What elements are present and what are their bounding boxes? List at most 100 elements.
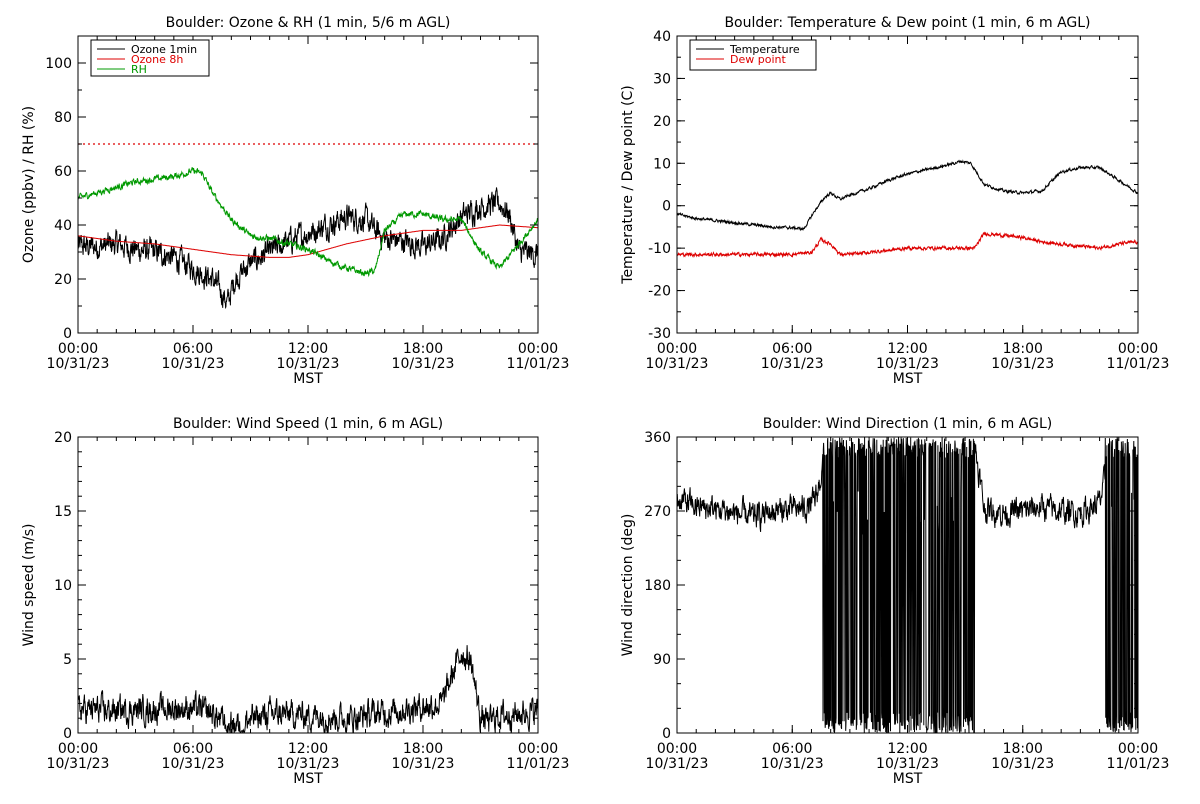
y-tick-label: 0 [63, 326, 72, 342]
y-axis-label: Temperature / Dew point (C) [620, 85, 636, 284]
x-tick-time-label: 18:00 [1003, 341, 1043, 357]
x-tick-date-label: 10/31/23 [277, 756, 340, 772]
y-tick-label: 40 [54, 218, 72, 234]
x-tick-date-label: 11/01/23 [507, 356, 570, 372]
y-tick-label: -30 [648, 326, 671, 342]
chart-title: Boulder: Wind Direction (1 min, 6 m AGL) [763, 416, 1052, 432]
legend-label: Ozone 1min [131, 43, 197, 56]
x-tick-date-label: 10/31/23 [991, 756, 1054, 772]
y-tick-label: 20 [54, 272, 72, 288]
y-tick-label: 80 [54, 110, 72, 126]
x-tick-date-label: 10/31/23 [47, 756, 110, 772]
plot-frame [77, 436, 539, 734]
x-axis-label: MST [293, 371, 323, 387]
chart-title: Boulder: Ozone & RH (1 min, 5/6 m AGL) [166, 15, 451, 31]
plot-area [78, 645, 538, 733]
x-tick-date-label: 10/31/23 [991, 356, 1054, 372]
x-axis-label: MST [293, 771, 323, 787]
series-line [78, 187, 538, 310]
y-tick-label: 30 [653, 71, 671, 87]
y-tick-label: 10 [54, 578, 72, 594]
y-tick-label: 0 [662, 726, 671, 742]
x-tick-time-label: 00:00 [1118, 741, 1158, 757]
plot-frame [77, 35, 539, 334]
y-tick-label: 15 [54, 504, 72, 520]
y-tick-label: 90 [653, 652, 671, 668]
series-line [677, 159, 1138, 232]
chart-panel: Boulder: Wind Direction (1 min, 6 m AGL)… [620, 416, 1169, 787]
x-tick-time-label: 00:00 [518, 741, 558, 757]
x-tick-date-label: 11/01/23 [507, 756, 570, 772]
chart-panel: Boulder: Ozone & RH (1 min, 5/6 m AGL) 0 2… [21, 15, 569, 387]
y-tick-label: 20 [653, 114, 671, 130]
y-axis-label: Wind direction (deg) [620, 514, 636, 657]
x-axis-label: MST [893, 771, 923, 787]
chart-title: Boulder: Temperature & Dew point (1 min,… [724, 15, 1090, 31]
series-line [677, 437, 1138, 733]
x-axis-label: MST [893, 371, 923, 387]
x-tick-time-label: 06:00 [173, 741, 213, 757]
y-tick-label: 100 [45, 56, 72, 72]
x-tick-time-label: 00:00 [518, 341, 558, 357]
plot-area [677, 437, 1138, 733]
x-tick-date-label: 10/31/23 [277, 356, 340, 372]
x-tick-time-label: 00:00 [1118, 341, 1158, 357]
x-tick-date-label: 10/31/23 [876, 356, 939, 372]
x-tick-time-label: 06:00 [772, 341, 812, 357]
x-tick-date-label: 10/31/23 [876, 756, 939, 772]
plot-area [78, 143, 538, 310]
y-tick-label: -10 [648, 241, 671, 257]
x-tick-time-label: 00:00 [58, 341, 98, 357]
x-tick-date-label: 11/01/23 [1107, 356, 1170, 372]
x-tick-date-label: 10/31/23 [761, 756, 824, 772]
legend-label: RH [131, 63, 147, 76]
x-tick-time-label: 00:00 [58, 741, 98, 757]
series-line [78, 167, 538, 278]
y-tick-label: 20 [54, 430, 72, 446]
x-tick-date-label: 10/31/23 [162, 756, 225, 772]
x-tick-time-label: 00:00 [657, 341, 697, 357]
legend-frame [689, 39, 817, 71]
x-tick-time-label: 18:00 [403, 341, 443, 357]
chart-title: Boulder: Wind Speed (1 min, 6 m AGL) [173, 416, 443, 432]
x-tick-date-label: 10/31/23 [392, 356, 455, 372]
x-tick-time-label: 18:00 [1003, 741, 1043, 757]
x-tick-time-label: 06:00 [772, 741, 812, 757]
y-tick-label: 0 [63, 726, 72, 742]
legend-frame [90, 39, 210, 77]
y-axis-label: Wind speed (m/s) [21, 524, 37, 647]
series-line [78, 224, 538, 258]
x-tick-date-label: 10/31/23 [646, 356, 709, 372]
x-tick-date-label: 11/01/23 [1107, 756, 1170, 772]
x-tick-time-label: 00:00 [657, 741, 697, 757]
y-tick-label: 5 [63, 652, 72, 668]
legend-label: Temperature [729, 43, 800, 56]
plot-area [677, 159, 1138, 259]
y-tick-label: 360 [644, 430, 671, 446]
x-tick-time-label: 12:00 [887, 341, 927, 357]
x-tick-time-label: 12:00 [288, 341, 328, 357]
x-tick-date-label: 10/31/23 [162, 356, 225, 372]
x-tick-time-label: 12:00 [887, 741, 927, 757]
y-tick-label: 60 [54, 164, 72, 180]
y-tick-label: 0 [662, 199, 671, 215]
series-line [78, 645, 538, 733]
x-tick-date-label: 10/31/23 [392, 756, 455, 772]
plot-frame [676, 35, 1139, 334]
y-tick-label: 180 [644, 578, 671, 594]
x-tick-time-label: 06:00 [173, 341, 213, 357]
y-tick-label: 10 [653, 156, 671, 172]
x-tick-date-label: 10/31/23 [646, 756, 709, 772]
chart-panel: Boulder: Temperature & Dew point (1 min,… [620, 15, 1169, 387]
legend-label: Dew point [730, 53, 786, 66]
x-tick-date-label: 10/31/23 [761, 356, 824, 372]
series-line [677, 231, 1138, 259]
y-tick-label: 270 [644, 504, 671, 520]
y-axis-label: Ozone (ppbv) / RH (%) [21, 106, 37, 263]
x-tick-time-label: 18:00 [403, 741, 443, 757]
x-tick-time-label: 12:00 [288, 741, 328, 757]
